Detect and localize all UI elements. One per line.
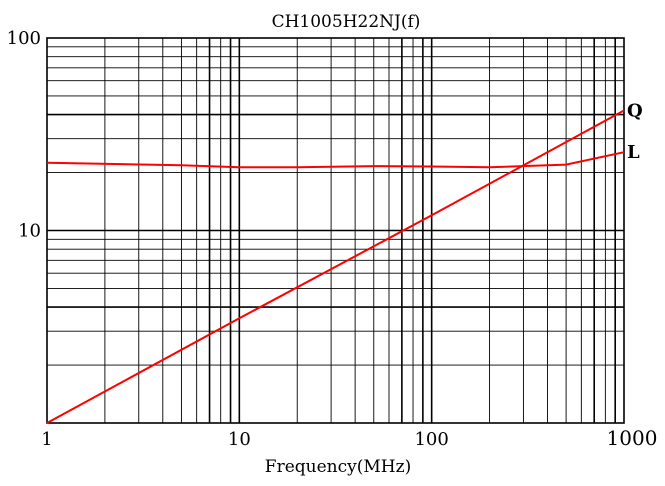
series-labels: QL	[627, 101, 643, 164]
series-label-q: Q	[627, 101, 643, 122]
tick-labels: 1 10 100 1000 10 100	[7, 28, 658, 450]
series-label-l: L	[627, 142, 640, 163]
x-tick-label: 1	[41, 429, 52, 450]
y-tick-label: 100	[7, 28, 41, 49]
x-tick-label: 10	[228, 429, 251, 450]
plot-frame	[46, 37, 625, 424]
series-line-l	[46, 151, 625, 169]
major-gridlines	[47, 38, 624, 423]
x-tick-label: 100	[414, 429, 448, 450]
chart-title: CH1005H22NJ(f)	[272, 12, 421, 32]
y-tick-label: 10	[18, 221, 41, 242]
series-line-q	[46, 109, 625, 424]
x-axis-title: Frequency(MHz)	[265, 457, 411, 477]
series-layer	[46, 109, 625, 424]
x-tick-label: 1000	[607, 426, 658, 450]
